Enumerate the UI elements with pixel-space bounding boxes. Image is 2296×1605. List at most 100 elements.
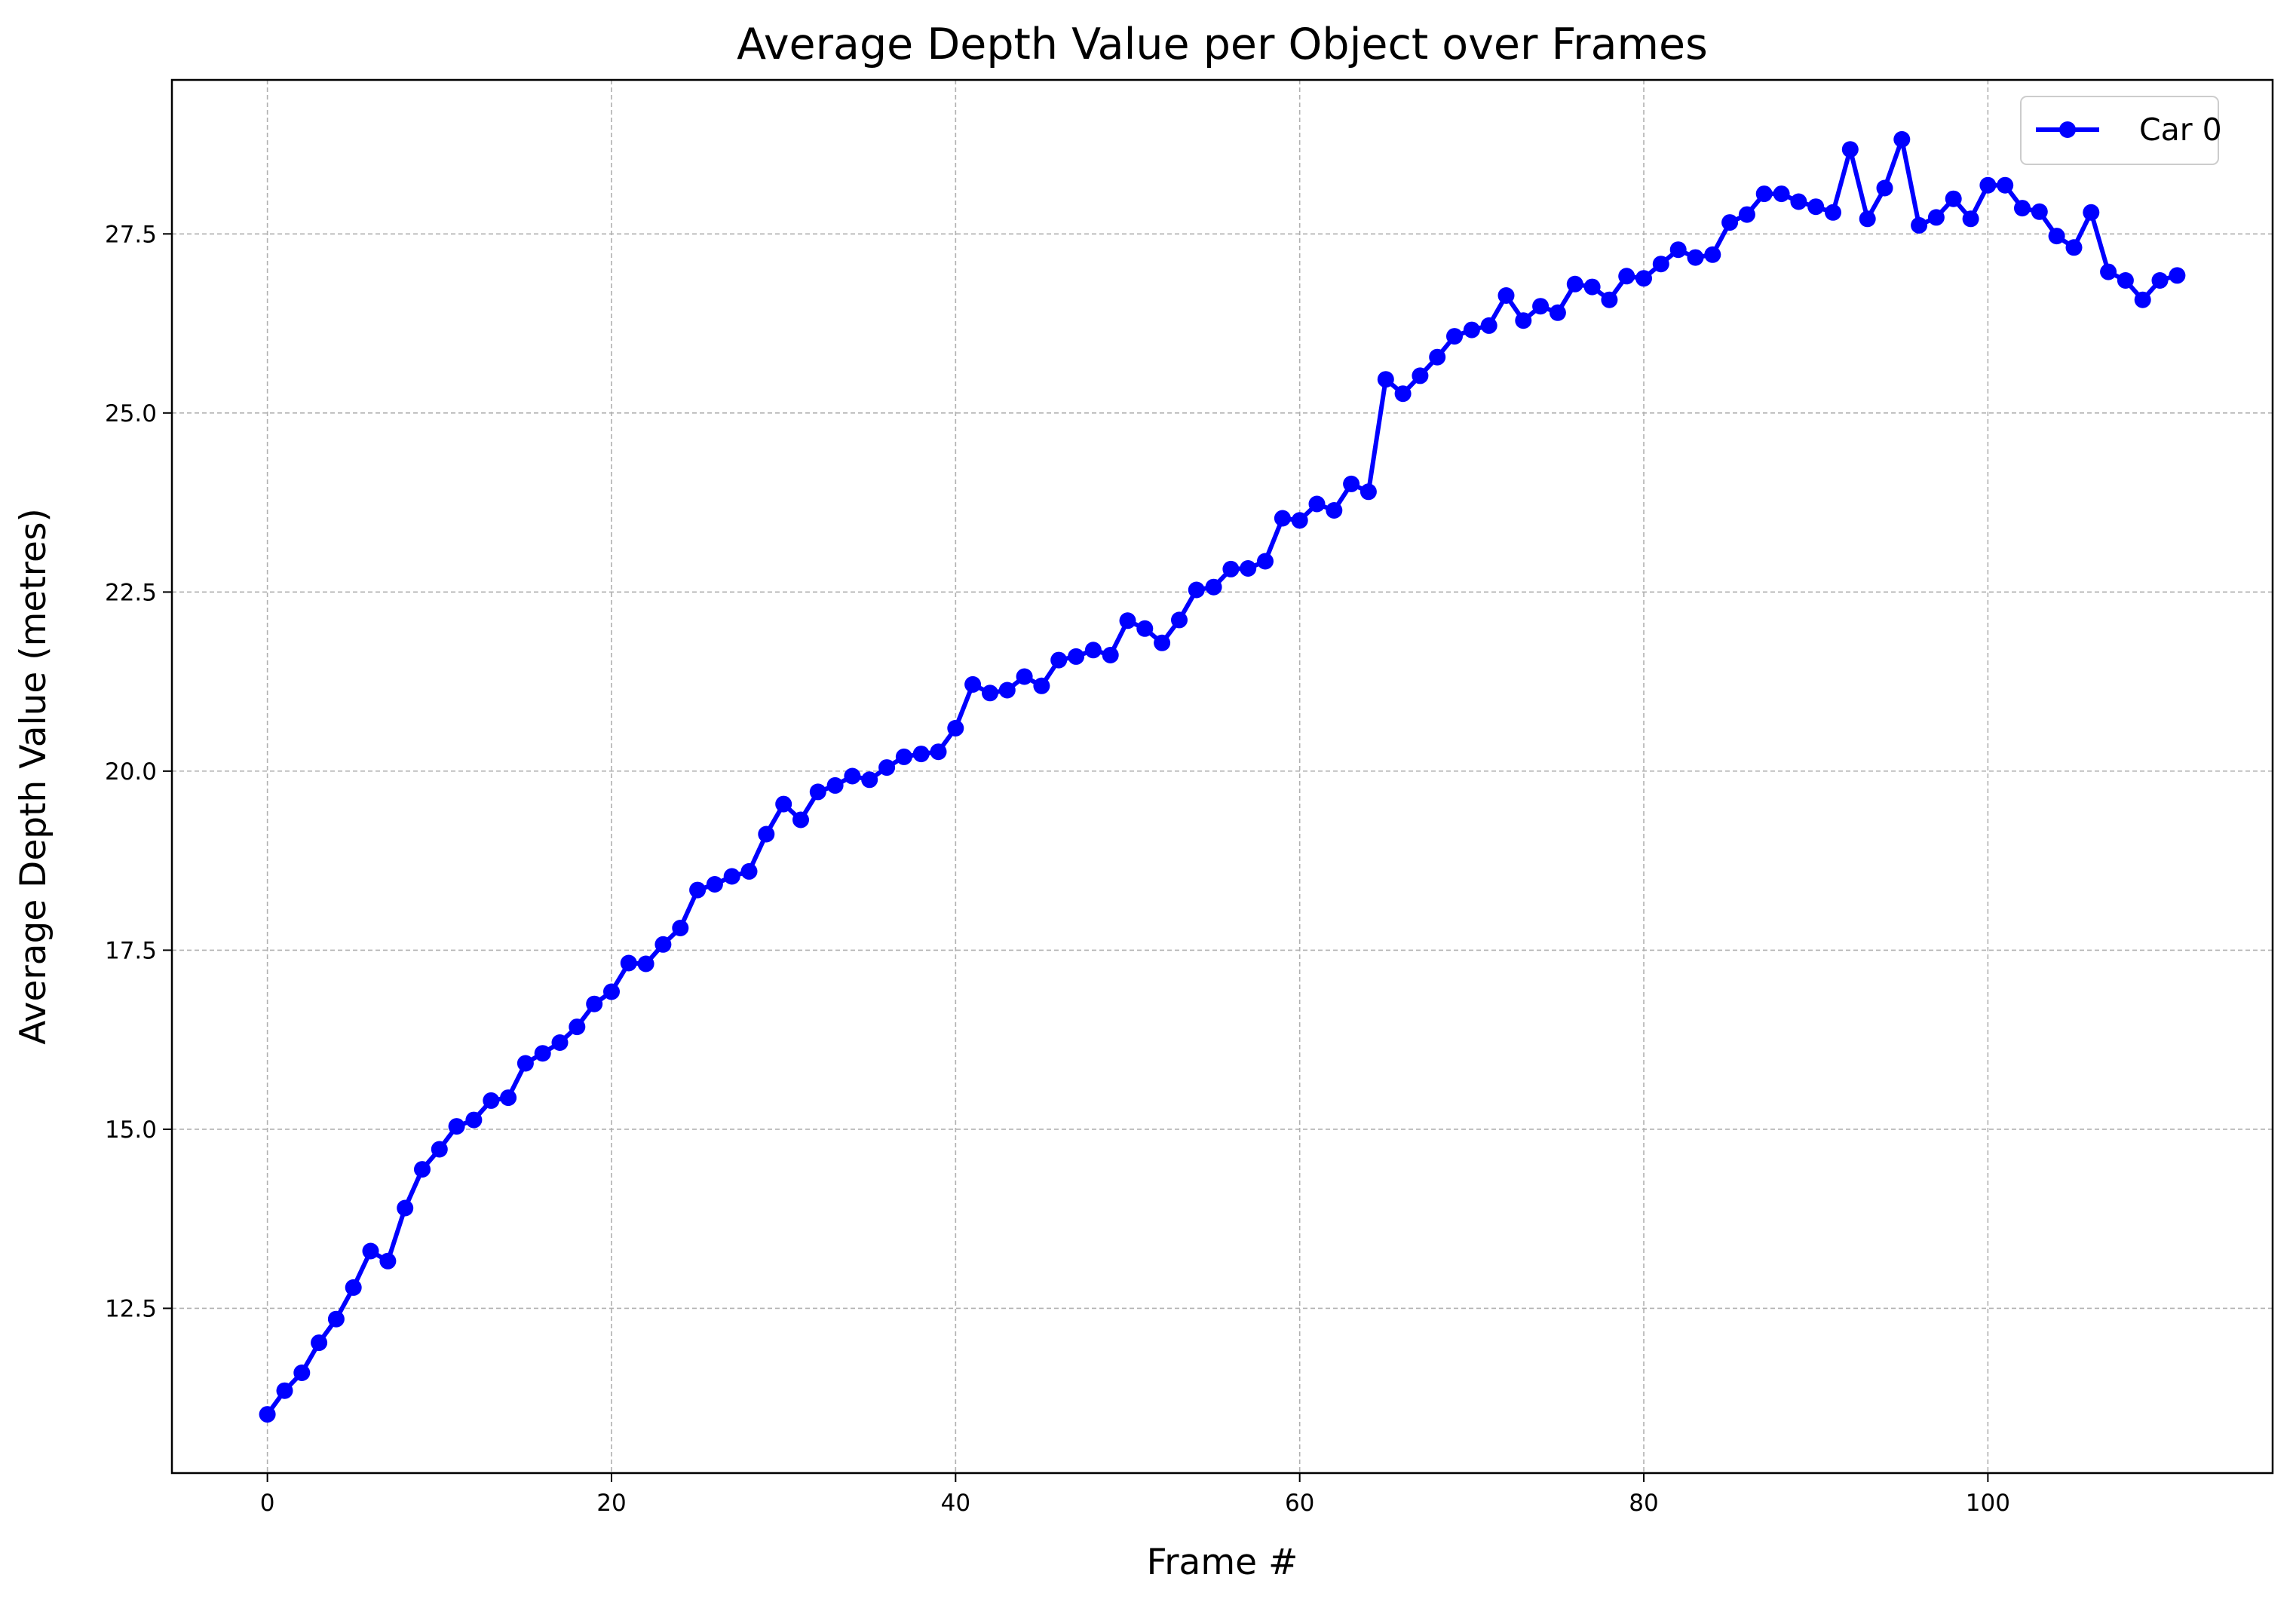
data-point	[1876, 179, 1893, 197]
data-point	[2083, 204, 2100, 221]
data-point	[1326, 502, 1343, 519]
data-point	[293, 1365, 311, 1381]
data-point	[1084, 642, 1102, 659]
data-point	[947, 719, 964, 737]
data-point	[1050, 651, 1068, 669]
data-point	[740, 862, 758, 880]
data-point	[1257, 553, 1274, 570]
data-point	[1068, 648, 1085, 665]
data-point	[431, 1141, 448, 1158]
data-point	[1394, 385, 1412, 403]
data-point	[1979, 176, 1997, 194]
gridlines	[172, 80, 2273, 1473]
data-point	[809, 783, 826, 801]
data-point	[2134, 291, 2151, 308]
data-point	[1188, 581, 1205, 599]
data-point	[1945, 190, 1962, 207]
data-point	[1807, 198, 1825, 216]
legend: Car 0	[2020, 96, 2222, 165]
data-point	[517, 1055, 534, 1072]
data-point	[1601, 291, 1618, 308]
data-point	[1429, 348, 1446, 366]
data-point	[1773, 185, 1790, 203]
axis-ticks: 0 20 40 60 80 100 12.5 15.0 17.5 20.0 22.5 25.0 27.5	[105, 221, 2010, 1517]
data-point	[706, 876, 723, 893]
data-point	[878, 759, 896, 776]
data-point	[500, 1089, 517, 1107]
data-point	[551, 1034, 569, 1051]
data-point	[1704, 246, 1721, 263]
data-point	[620, 954, 637, 972]
x-tick-label: 100	[1966, 1490, 2010, 1517]
data-point	[327, 1310, 345, 1328]
data-point	[1171, 611, 1188, 629]
data-point	[1755, 185, 1773, 203]
data-point	[1136, 620, 1154, 637]
chart-title: Average Depth Value per Object over Fram…	[737, 20, 1708, 69]
data-point	[964, 675, 982, 693]
data-point	[1825, 204, 1841, 221]
data-point	[1618, 268, 1635, 285]
data-point	[414, 1161, 431, 1178]
data-point	[603, 983, 620, 1000]
data-point	[895, 748, 912, 765]
data-point	[2014, 200, 2031, 217]
plot-frame	[170, 78, 2274, 1475]
data-point	[1480, 317, 1497, 334]
data-point	[1205, 578, 1222, 596]
data-point	[1463, 321, 1480, 338]
legend-marker-sample	[2059, 121, 2076, 138]
x-tick-label: 0	[260, 1490, 275, 1517]
data-point	[912, 746, 930, 763]
x-axis-title: Frame #	[1147, 1542, 1298, 1583]
data-point	[276, 1382, 293, 1399]
y-tick-label: 20.0	[105, 758, 157, 786]
data-point	[1274, 510, 1291, 527]
data-point	[1566, 275, 1583, 293]
data-point	[654, 936, 672, 953]
legend-box	[2020, 96, 2219, 165]
data-point	[1927, 209, 1945, 226]
x-tick-label: 60	[1285, 1490, 1314, 1517]
series-line-car-0	[265, 136, 2178, 1416]
data-point	[775, 795, 792, 813]
data-point	[534, 1045, 551, 1062]
data-point	[345, 1279, 362, 1296]
data-point	[311, 1334, 328, 1352]
data-point	[397, 1199, 414, 1217]
data-point	[672, 920, 689, 936]
data-point	[1669, 241, 1687, 259]
data-point	[689, 881, 707, 899]
y-tick-label: 25.0	[105, 400, 157, 427]
data-point	[1343, 475, 1360, 492]
y-tick-label: 27.5	[105, 221, 157, 248]
x-tick-label: 80	[1629, 1490, 1658, 1517]
data-point	[1033, 677, 1050, 694]
data-point	[1635, 270, 1652, 287]
data-point	[1721, 214, 1739, 231]
data-point	[1583, 278, 1601, 296]
data-point	[1962, 210, 1979, 228]
data-point	[2151, 272, 2169, 289]
x-tick-label: 40	[941, 1490, 970, 1517]
data-point	[1738, 206, 1755, 223]
y-axis-title: Average Depth Value (metres)	[13, 508, 54, 1045]
data-point	[1119, 612, 1136, 629]
data-point	[1308, 495, 1326, 513]
data-point	[1102, 647, 1119, 663]
data-point	[1446, 328, 1463, 345]
y-tick-label: 22.5	[105, 579, 157, 606]
series-layer	[259, 130, 2186, 1423]
data-point	[1222, 560, 1240, 577]
data-point	[826, 776, 844, 794]
data-point	[1893, 130, 1911, 148]
data-point	[2048, 228, 2065, 245]
data-point	[2031, 203, 2048, 220]
data-point	[1497, 287, 1515, 304]
data-point	[758, 825, 775, 843]
data-point	[1240, 560, 1257, 577]
data-point	[1377, 371, 1394, 388]
data-point	[1790, 193, 1807, 210]
